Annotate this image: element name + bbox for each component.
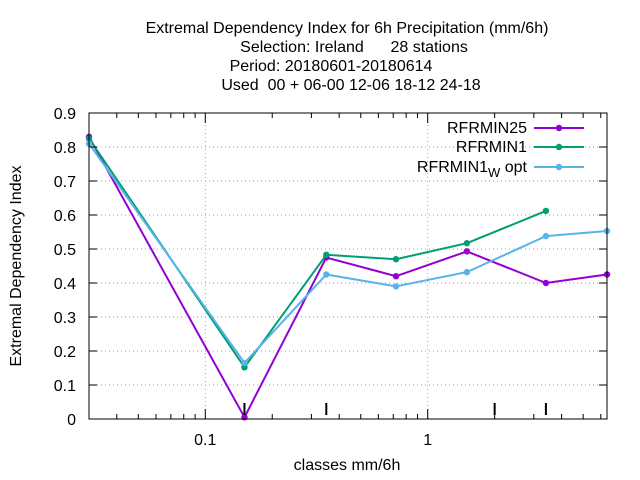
title-line-2: Selection: Ireland 28 stations (240, 39, 468, 56)
grid (89, 113, 607, 419)
series-layer (85, 133, 611, 421)
title-line-1: Extremal Dependency Index for 6h Precipi… (146, 20, 549, 37)
series-point (241, 414, 248, 421)
legend-label: RFRMIN25 (447, 120, 527, 137)
x-axis-ticks: 0.1 1 (116, 113, 602, 449)
legend: RFRMIN25 RFRMIN1 RFRMIN1W opt (417, 120, 584, 180)
y-tick-label: 0.9 (54, 106, 76, 123)
y-tick-label: 0 (67, 412, 76, 429)
legend-swatch-marker (555, 163, 563, 171)
series-line (88, 143, 608, 365)
legend-label: RFRMIN1W opt (417, 159, 528, 180)
series-point (323, 271, 330, 278)
series-point (463, 240, 471, 247)
legend-swatch-marker (555, 124, 563, 132)
series-point (542, 207, 550, 215)
series-line (88, 137, 547, 370)
plot-frame (88, 112, 608, 420)
chart-title: Extremal Dependency Index for 6h Precipi… (146, 20, 549, 94)
y-tick-label: 0.2 (54, 344, 76, 361)
series-point (241, 359, 248, 367)
series-point (542, 232, 550, 240)
y-tick-label: 0.8 (54, 140, 76, 157)
series-point (542, 279, 550, 287)
x-axis-label: classes mm/6h (294, 457, 401, 474)
x-tick-label: 0.1 (194, 432, 216, 449)
series-line (88, 136, 608, 420)
series-point (392, 256, 400, 263)
series-point (241, 364, 248, 371)
series-point (323, 251, 330, 258)
series-point (392, 273, 400, 280)
y-tick-label: 0.7 (54, 174, 76, 191)
y-axis-ticks: 0 0.1 0.2 0.3 0.4 0.5 0.6 0.7 0.8 0.9 (54, 106, 607, 429)
x-tick-label: 1 (423, 432, 432, 449)
series-point (392, 283, 400, 290)
y-tick-label: 0.3 (54, 310, 76, 327)
title-line-4: Used 00 + 06-00 12-06 18-12 24-18 (221, 77, 480, 94)
y-axis-label: Extremal Dependency Index (8, 166, 25, 367)
title-line-3: Period: 20180601-20180614 (230, 58, 433, 75)
y-tick-label: 0.6 (54, 208, 76, 225)
series-point (463, 248, 471, 255)
y-tick-label: 0.4 (54, 276, 76, 293)
legend-label: RFRMIN1 (456, 139, 527, 156)
y-tick-label: 0.1 (54, 378, 76, 395)
series-point (463, 268, 471, 276)
y-tick-label: 0.5 (54, 242, 76, 259)
legend-swatch-marker (555, 143, 563, 151)
